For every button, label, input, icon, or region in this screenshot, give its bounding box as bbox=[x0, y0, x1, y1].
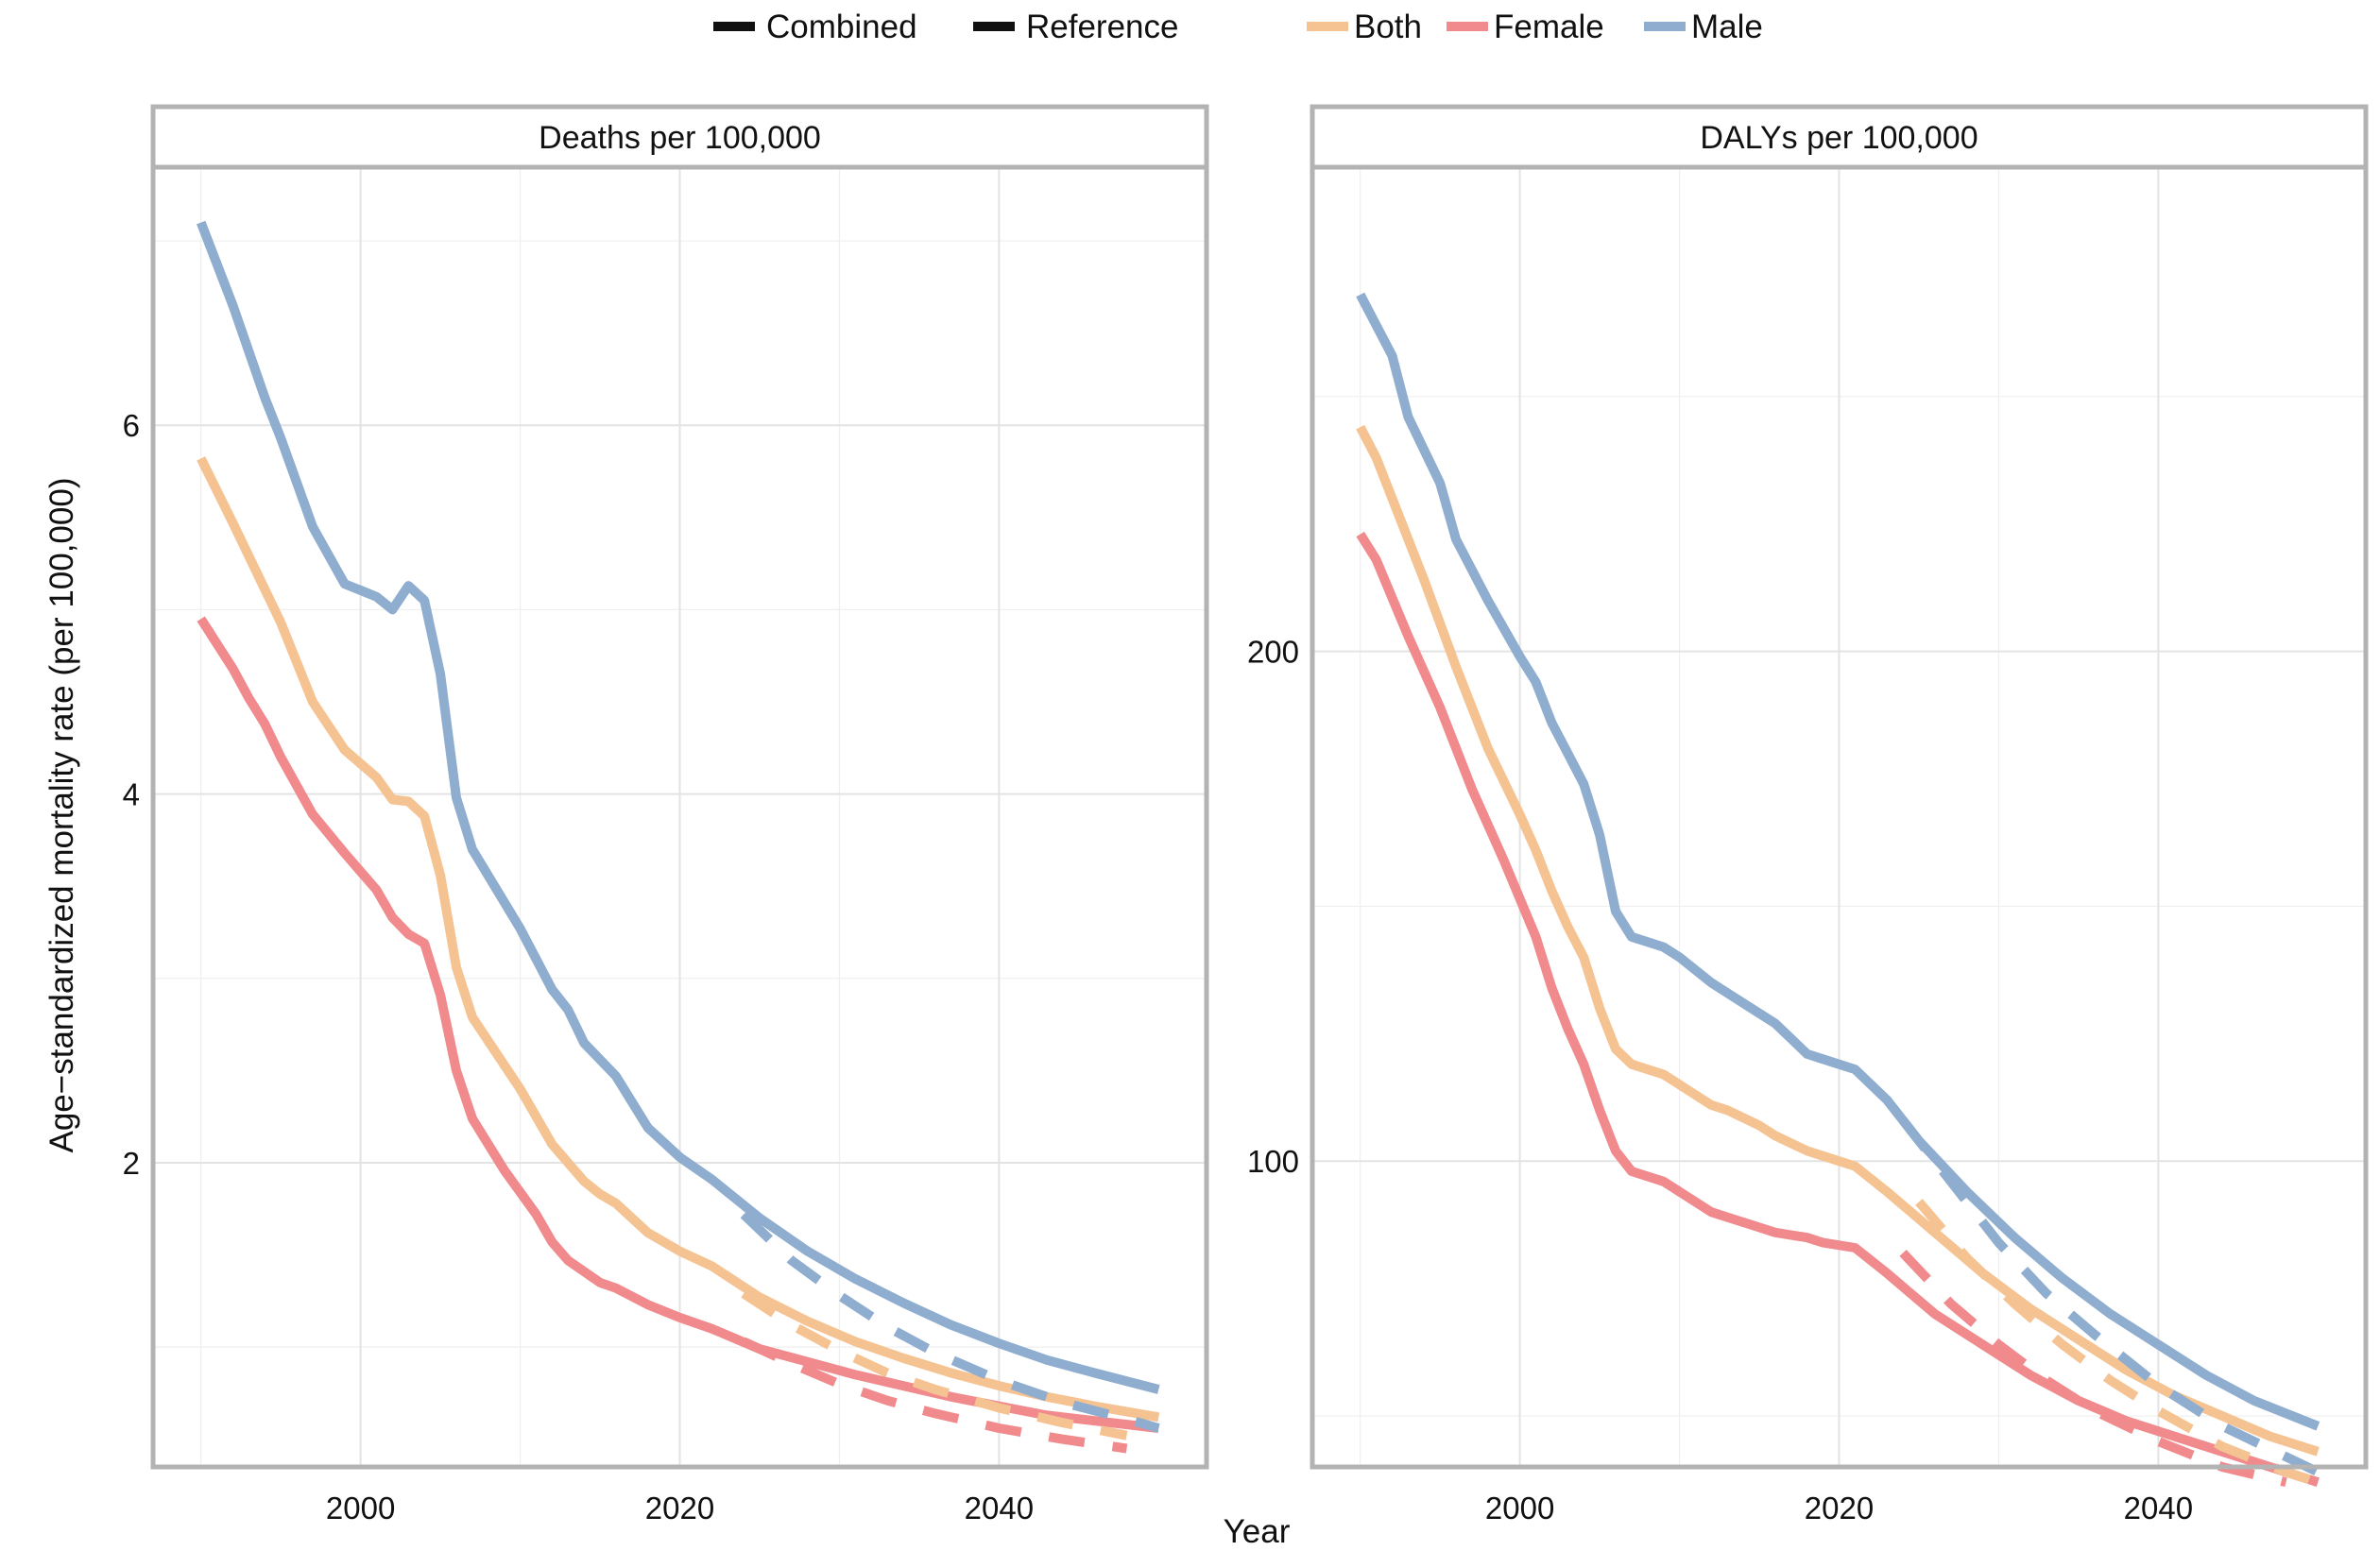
legend-label-combined: Combined bbox=[766, 9, 917, 45]
series-line-female-dashed bbox=[1899, 1249, 2287, 1488]
series-line-male-dashed bbox=[740, 1210, 1160, 1433]
legend: Combined Reference Both Female Male bbox=[713, 9, 1763, 45]
series-line-female-solid bbox=[197, 616, 1159, 1433]
series-line-male-solid bbox=[1356, 292, 2320, 1431]
panel-2: DALYs per 100,000 2000 2020 2040 100 200 bbox=[1247, 104, 2369, 1525]
x-tick-label: 2020 bbox=[645, 1491, 714, 1525]
y-axis-title: Age−standardized mortality rate (per 100… bbox=[43, 478, 80, 1153]
x-tick-label: 2020 bbox=[1805, 1491, 1874, 1525]
facet-strip-label: DALYs per 100,000 bbox=[1700, 120, 1978, 156]
panel-1: Deaths per 100,000 2000 2020 2040 2 4 6 bbox=[123, 104, 1209, 1525]
legend-label-both: Both bbox=[1354, 9, 1422, 45]
y-tick-label: 100 bbox=[1247, 1144, 1299, 1179]
x-axis-title: Year bbox=[1224, 1513, 1291, 1550]
facet-strip bbox=[150, 104, 1209, 170]
x-tick-label: 2040 bbox=[2124, 1491, 2193, 1525]
facet-strip-label: Deaths per 100,000 bbox=[539, 120, 821, 156]
series-line-female-dashed bbox=[742, 1337, 1128, 1454]
series-line-both-solid bbox=[197, 456, 1160, 1423]
series-line-both-dashed bbox=[741, 1289, 1128, 1440]
y-tick-label: 4 bbox=[123, 777, 140, 812]
series-line-male-dashed bbox=[1899, 1117, 2320, 1476]
facet-strip bbox=[1310, 104, 2369, 170]
y-tick-label: 2 bbox=[123, 1146, 140, 1181]
x-tick-label: 2000 bbox=[1485, 1491, 1554, 1525]
y-tick-label: 6 bbox=[123, 408, 140, 443]
series-line-both-solid bbox=[1356, 424, 2320, 1457]
x-tick-label: 2000 bbox=[326, 1491, 395, 1525]
chart-panels: Deaths per 100,000 2000 2020 2040 2 4 6 DALYs p… bbox=[123, 104, 2369, 1525]
y-tick-label: 200 bbox=[1247, 635, 1299, 670]
legend-label-male: Male bbox=[1691, 9, 1763, 45]
series-line-male-solid bbox=[197, 220, 1160, 1394]
series-line-both-dashed bbox=[1915, 1199, 2320, 1487]
x-tick-label: 2040 bbox=[965, 1491, 1034, 1525]
legend-label-female: Female bbox=[1494, 9, 1604, 45]
legend-label-reference: Reference bbox=[1026, 9, 1178, 45]
